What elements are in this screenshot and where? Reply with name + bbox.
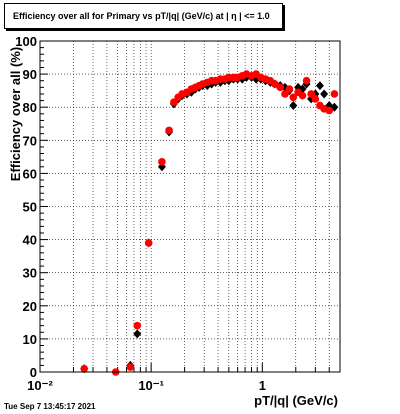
y-tick-label: 40 [23,233,37,248]
plot-frame [39,40,341,373]
red-circle-point [307,90,315,98]
data-points [80,70,339,376]
red-circle-point [281,90,289,98]
red-circle-point [133,321,142,330]
x-tick-label: 10⁻¹ [138,378,164,393]
y-tick-label: 0 [30,365,37,380]
red-circle-point [298,91,307,100]
y-tick-label: 90 [23,67,37,82]
x-axis-ticks: 10⁻² 10⁻¹ 1 [27,363,341,393]
red-circle-point [170,98,178,107]
red-circle-point [144,239,153,247]
timestamp: Tue Sep 7 13:45:17 2021 [4,402,96,411]
black-diamond-point [133,329,142,339]
red-circle-point [289,93,298,102]
red-circle-point [325,106,334,115]
y-tick-label: 50 [23,200,37,215]
x-tick-label: 1 [259,378,266,393]
grid-lines [40,41,340,372]
x-tick-label: 10⁻² [27,378,53,393]
y-tick-label: 100 [15,34,37,49]
red-circle-point [302,76,311,85]
red-circle-point [158,158,166,166]
y-tick-label: 10 [23,332,37,347]
black-diamond-point [289,101,298,111]
y-tick-label: 70 [23,133,37,148]
y-tick-label: 30 [23,266,37,281]
black-diamond-point [320,89,329,99]
red-circle-point [285,85,294,93]
y-tick-label: 20 [23,299,37,314]
y-tick-label: 80 [23,100,37,115]
red-circle-point [126,363,135,371]
y-axis-label: Efficiency over all (%) [8,47,23,181]
chart-title: Efficiency over all for Primary vs pT/|q… [13,11,270,21]
y-axis-ticks: 0 10 20 30 40 50 60 70 80 90 100 [15,34,48,380]
black-diamond-point [315,81,324,91]
y-tick-label: 60 [23,166,37,181]
title-box: Efficiency over all for Primary vs pT/|q… [4,3,283,29]
red-circle-point [330,90,339,98]
x-axis-label: pT/|q| (GeV/c) [254,393,338,408]
red-circle-point [311,95,320,103]
red-circle-point [165,126,173,135]
red-circle-point [276,83,285,92]
red-circle-point [80,364,89,373]
